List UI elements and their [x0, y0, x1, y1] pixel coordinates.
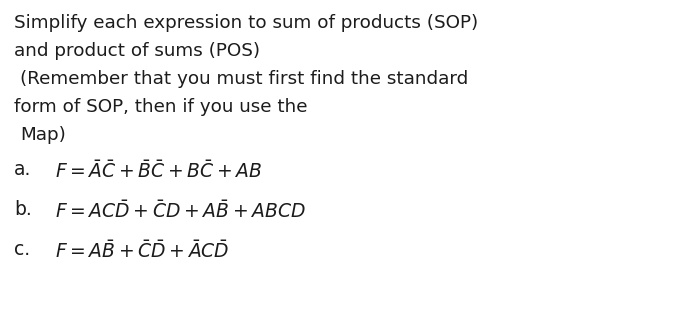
- Text: Map): Map): [20, 126, 66, 144]
- Text: Simplify each expression to sum of products (SOP): Simplify each expression to sum of produ…: [14, 14, 478, 32]
- Text: (Remember that you must first find the standard: (Remember that you must first find the s…: [20, 70, 468, 88]
- Text: $F = AC\bar{D} + \bar{C}D + A\bar{B} + ABCD$: $F = AC\bar{D} + \bar{C}D + A\bar{B} + A…: [55, 200, 306, 222]
- Text: $F = \bar{A}\bar{C} + \bar{B}\bar{C} + B\bar{C} + AB$: $F = \bar{A}\bar{C} + \bar{B}\bar{C} + B…: [55, 160, 262, 182]
- Text: form of SOP, then if you use the: form of SOP, then if you use the: [14, 98, 307, 116]
- Text: and product of sums (POS): and product of sums (POS): [14, 42, 260, 60]
- Text: a.: a.: [14, 160, 32, 179]
- Text: c.: c.: [14, 240, 30, 259]
- Text: $F = A\bar{B} + \bar{C}\bar{D} + \bar{A}C\bar{D}$: $F = A\bar{B} + \bar{C}\bar{D} + \bar{A}…: [55, 240, 230, 262]
- Text: b.: b.: [14, 200, 32, 219]
